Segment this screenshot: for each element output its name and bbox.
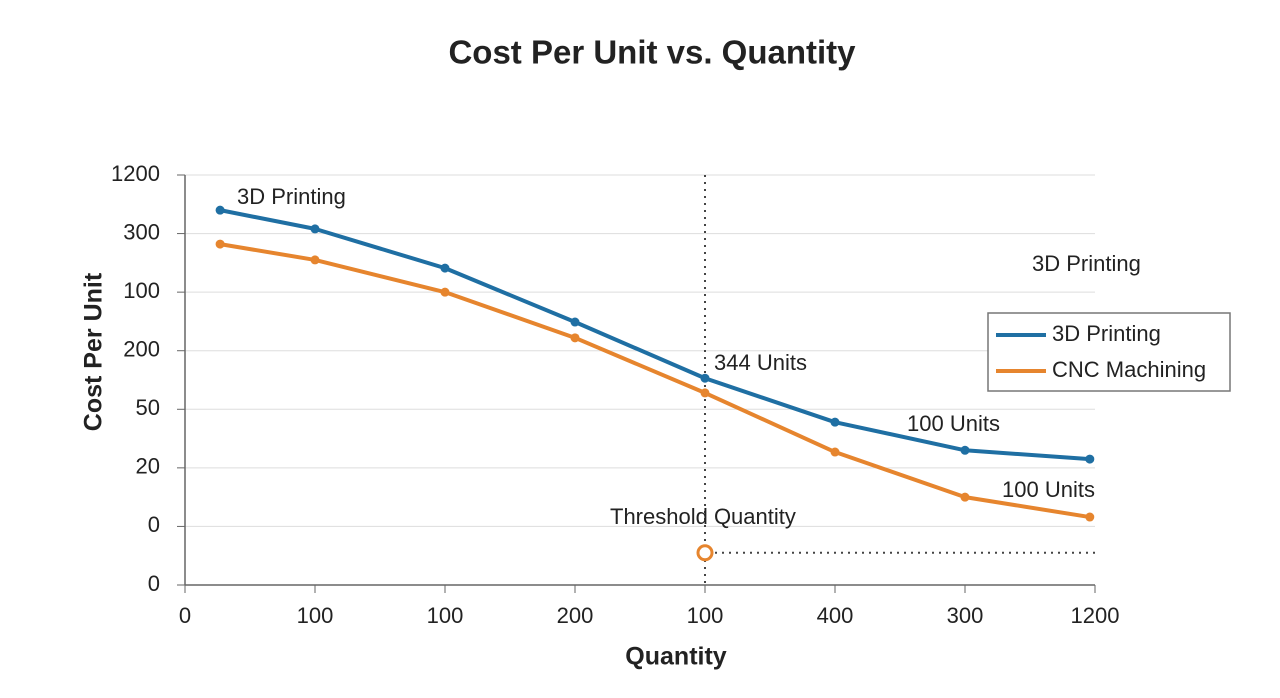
- data-point: [830, 417, 840, 427]
- legend-label: 3D Printing: [1052, 321, 1161, 346]
- threshold-label: Threshold Quantity: [610, 504, 796, 529]
- data-point: [215, 239, 225, 249]
- data-point: [960, 445, 970, 455]
- annotation: 3D Printing: [1032, 251, 1141, 276]
- x-axis-label: Quantity: [625, 643, 726, 671]
- y-tick-label: 0: [148, 512, 160, 537]
- y-tick-label: 300: [123, 219, 160, 244]
- y-tick-label: 50: [136, 395, 160, 420]
- chart-title: Cost Per Unit vs. Quantity: [448, 34, 856, 71]
- data-point: [1085, 454, 1095, 464]
- data-point: [310, 255, 320, 265]
- x-tick-label: 100: [297, 603, 334, 628]
- data-point: [700, 388, 710, 398]
- annotation: 100 Units: [907, 411, 1000, 436]
- legend-box: [987, 312, 1231, 392]
- threshold-marker: [696, 544, 714, 562]
- y-axis-label: Cost Per Unit: [80, 272, 108, 431]
- y-tick-label: 200: [123, 337, 160, 362]
- data-point: [570, 317, 580, 327]
- data-point: [960, 492, 970, 502]
- data-point: [310, 224, 320, 234]
- data-point: [830, 447, 840, 457]
- y-tick-label: 1200: [111, 161, 160, 186]
- data-point: [570, 333, 580, 343]
- series-line: [219, 208, 1090, 462]
- x-tick-label: 100: [687, 603, 724, 628]
- x-tick-label: 300: [947, 603, 984, 628]
- data-point: [440, 287, 450, 297]
- y-tick-label: 20: [136, 454, 160, 479]
- series-line: [219, 242, 1091, 520]
- annotation: 100 Units: [1002, 477, 1095, 502]
- x-tick-label: 100: [427, 603, 464, 628]
- annotation: 344 Units: [714, 350, 807, 375]
- data-point: [700, 373, 710, 383]
- x-tick-label: 200: [557, 603, 594, 628]
- x-tick-label: 1200: [1071, 603, 1120, 628]
- y-tick-label: 0: [148, 571, 160, 596]
- annotation: 3D Printing: [237, 184, 346, 209]
- legend-label: CNC Machining: [1052, 357, 1206, 382]
- data-point: [215, 205, 225, 215]
- data-point: [1085, 512, 1095, 522]
- y-tick-label: 100: [123, 278, 160, 303]
- data-point: [440, 263, 450, 273]
- x-tick-label: 400: [817, 603, 854, 628]
- x-tick-label: 0: [179, 603, 191, 628]
